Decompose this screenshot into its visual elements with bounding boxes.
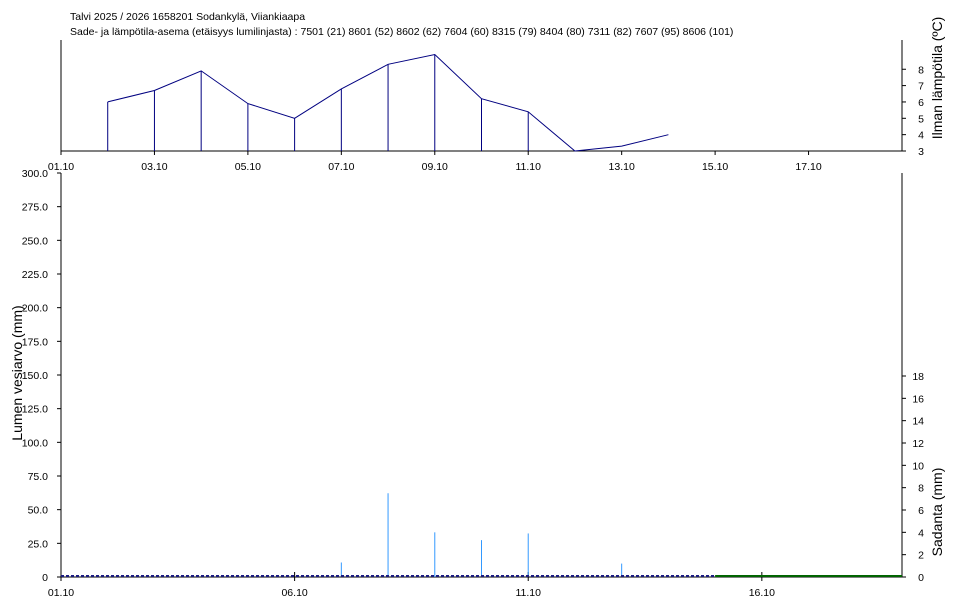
precipitation-y-label: Sadanta (mm) xyxy=(929,468,945,557)
swe-y-tick-label-9: 225.0 xyxy=(22,269,48,281)
temperature-y-tick-label-5: 8 xyxy=(918,64,924,76)
temperature-y-ticks: 3 4 5 6 7 8 xyxy=(902,64,924,158)
temperature-y-label: Ilman lämpötila (ºC) xyxy=(929,17,945,140)
temperature-x-tick-label-4: 09.10 xyxy=(422,161,448,173)
swe-y-ticks: 0 25.0 50.0 75.0 100.0 125.0 150.0 175.0 200.0 22… xyxy=(22,168,61,584)
bottom-x-tick-label-0: 01.10 xyxy=(48,587,74,599)
precipitation-y-tick-label-4: 8 xyxy=(918,483,924,495)
swe-y-tick-label-4: 100.0 xyxy=(22,437,48,449)
temperature-x-tick-label-6: 13.10 xyxy=(609,161,635,173)
precipitation-y-tick-label-2: 4 xyxy=(918,527,924,539)
swe-y-tick-label-3: 75.0 xyxy=(28,471,49,483)
swe-y-tick-label-5: 125.0 xyxy=(22,404,48,416)
temperature-x-ticks: 01.10 03.10 05.10 07.10 09.10 11.10 13.10 15.10… xyxy=(48,151,822,173)
bottom-x-tick-label-3: 16.10 xyxy=(749,587,775,599)
temperature-x-tick-label-0: 01.10 xyxy=(48,161,74,173)
precipitation-y-tick-label-7: 14 xyxy=(912,416,924,428)
swe-y-tick-label-0: 0 xyxy=(42,572,48,584)
precipitation-y-tick-label-3: 6 xyxy=(918,505,924,517)
temperature-y-tick-label-4: 7 xyxy=(918,81,924,93)
temperature-y-tick-label-3: 6 xyxy=(918,97,924,109)
precipitation-y-tick-label-6: 12 xyxy=(912,438,924,450)
bottom-x-tick-label-2: 11.10 xyxy=(515,587,541,599)
precipitation-y-tick-label-0: 0 xyxy=(918,572,924,584)
bottom-x-tick-label-1: 06.10 xyxy=(281,587,307,599)
precipitation-bars xyxy=(340,493,623,577)
temperature-line xyxy=(107,53,669,152)
swe-y-tick-label-2: 50.0 xyxy=(28,505,49,517)
swe-y-tick-label-1: 25.0 xyxy=(28,538,49,550)
bottom-x-ticks: 01.10 06.10 11.10 16.10 xyxy=(48,572,775,599)
temperature-x-tick-label-7: 15.10 xyxy=(702,161,728,173)
swe-y-tick-label-11: 275.0 xyxy=(22,202,48,214)
precipitation-y-ticks: 0 2 4 6 8 10 12 14 16 18 xyxy=(902,371,924,584)
snow-precip-panel: 025.050.075.0100.0125.0150.0175.0200.022… xyxy=(9,168,945,599)
temperature-y-tick-label-0: 3 xyxy=(918,146,924,158)
swe-y-tick-label-8: 200.0 xyxy=(22,303,48,315)
temperature-x-tick-label-2: 05.10 xyxy=(235,161,261,173)
precipitation-y-tick-label-8: 16 xyxy=(912,393,924,405)
swe-y-tick-label-12: 300.0 xyxy=(22,168,48,180)
temperature-x-tick-label-8: 17.10 xyxy=(795,161,821,173)
precipitation-y-tick-label-1: 2 xyxy=(918,550,924,562)
swe-y-label: Lumen vesiarvo (mm) xyxy=(9,305,25,440)
swe-y-tick-label-7: 175.0 xyxy=(22,336,48,348)
precipitation-y-tick-label-5: 10 xyxy=(912,460,924,472)
temperature-y-tick-label-2: 5 xyxy=(918,113,924,125)
swe-y-tick-label-6: 150.0 xyxy=(22,370,48,382)
temperature-y-tick-label-1: 4 xyxy=(918,130,924,142)
precipitation-y-tick-label-9: 18 xyxy=(912,371,924,383)
temperature-x-tick-label-1: 03.10 xyxy=(141,161,167,173)
temperature-panel: 3 4 5 6 7 8 01.10 03.10 05.10 07.10 09.10 11.10 13.… xyxy=(48,17,945,173)
temperature-x-tick-label-5: 11.10 xyxy=(515,161,541,173)
chart-subtitle: Sade- ja lämpötila-asema (etäisyys lumil… xyxy=(70,26,733,38)
chart-title: Talvi 2025 / 2026 1658201 Sodankylä, Vii… xyxy=(70,11,305,23)
temperature-x-tick-label-3: 07.10 xyxy=(328,161,354,173)
swe-y-tick-label-10: 250.0 xyxy=(22,235,48,247)
temperature-drop-lines xyxy=(107,54,529,151)
